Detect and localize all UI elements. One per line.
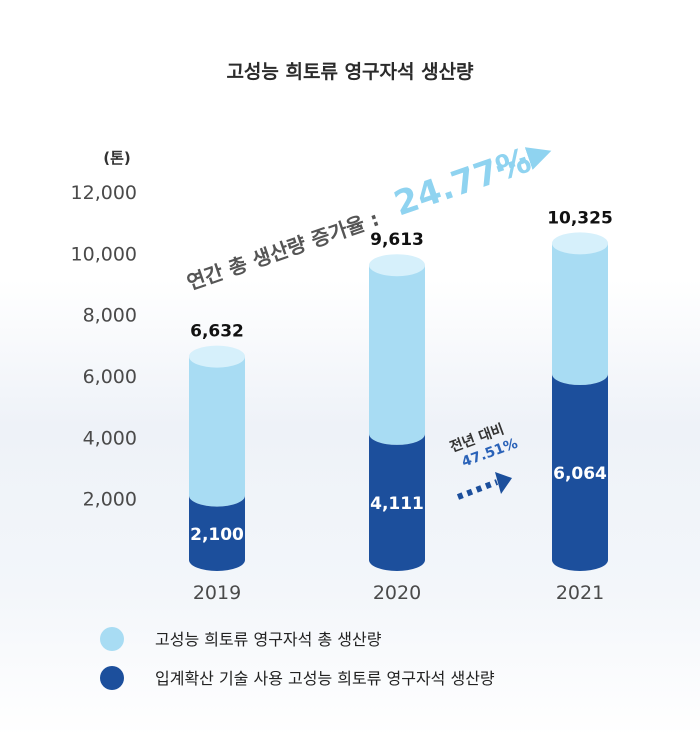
bar-total bbox=[189, 356, 245, 507]
y-tick-label: 2,000 bbox=[83, 489, 137, 511]
bars: 6,632 2,100 9,613 4,111 10,325 6,064 bbox=[189, 208, 613, 571]
bar-group-2021: 10,325 6,064 bbox=[547, 208, 613, 571]
y-tick-label: 12,000 bbox=[71, 182, 137, 204]
yoy-annotation: 전년 대비 47.51% bbox=[448, 420, 520, 470]
growth-annotation-percent: 24.77% bbox=[389, 140, 536, 224]
bar-inner-label: 6,064 bbox=[553, 464, 607, 484]
bar-inner bbox=[552, 374, 608, 571]
bar-group-2020: 9,613 4,111 bbox=[369, 230, 425, 571]
y-tick-label: 6,000 bbox=[83, 366, 137, 388]
bar-inner-label: 2,100 bbox=[190, 525, 244, 545]
x-tick-label: 2021 bbox=[556, 582, 604, 604]
growth-arrow bbox=[496, 147, 552, 173]
x-tick-label: 2019 bbox=[193, 582, 241, 604]
growth-annotation-text: 연간 총 생산량 증가율 : bbox=[184, 206, 382, 294]
bar-inner-label: 4,111 bbox=[370, 494, 424, 514]
legend-swatch-grain-boundary bbox=[100, 666, 124, 690]
y-tick-label: 10,000 bbox=[71, 243, 137, 265]
yoy-arrow bbox=[456, 472, 512, 500]
y-tick-label: 4,000 bbox=[83, 427, 137, 449]
chart-title: 고성능 희토류 영구자석 생산량 bbox=[226, 61, 474, 83]
bar-total-cap bbox=[369, 254, 425, 277]
bar-total bbox=[552, 243, 608, 386]
legend-label-grain-boundary: 입계확산 기술 사용 고성능 희토류 영구자석 생산량 bbox=[155, 669, 495, 688]
bar-total-label: 10,325 bbox=[547, 208, 613, 228]
legend-label-total: 고성능 희토류 영구자석 총 생산량 bbox=[155, 630, 382, 649]
legend: 고성능 희토류 영구자석 총 생산량 입계확산 기술 사용 고성능 희토류 영구… bbox=[100, 627, 495, 690]
x-axis-ticks: 2019 2020 2021 bbox=[193, 582, 604, 604]
growth-annotation: 연간 총 생산량 증가율 : 24.77% bbox=[184, 140, 552, 295]
y-axis-unit: (톤) bbox=[103, 149, 131, 167]
bar-inner bbox=[369, 433, 425, 571]
bar-total-label: 6,632 bbox=[190, 322, 244, 342]
bar-total bbox=[369, 265, 425, 445]
bar-total-cap bbox=[552, 232, 608, 255]
bar-total-cap bbox=[189, 345, 245, 368]
bar-inner bbox=[189, 495, 245, 571]
legend-swatch-total bbox=[100, 627, 124, 651]
y-tick-label: 8,000 bbox=[83, 305, 137, 327]
bar-group-2019: 6,632 2,100 bbox=[189, 322, 245, 571]
bar-total-label: 9,613 bbox=[370, 230, 424, 250]
y-axis-ticks: 2,000 4,000 6,000 8,000 10,000 12,000 bbox=[71, 182, 137, 511]
x-tick-label: 2020 bbox=[373, 582, 421, 604]
